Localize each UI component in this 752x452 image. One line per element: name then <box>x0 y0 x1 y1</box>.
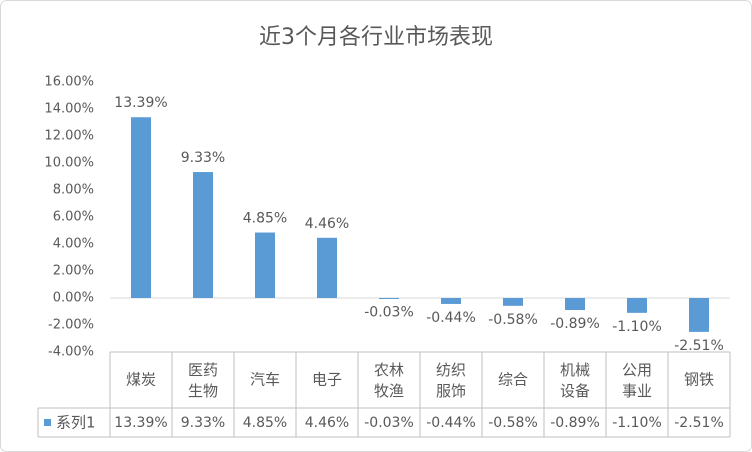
data-label: -0.89% <box>550 316 600 332</box>
category-label: 综合 <box>498 371 528 389</box>
data-label: 4.85% <box>243 211 287 227</box>
bar <box>317 237 337 298</box>
category-label: 公用事业 <box>622 361 652 400</box>
table-value: -0.58% <box>488 415 538 431</box>
table-value: -1.10% <box>612 415 662 431</box>
data-label: 9.33% <box>181 150 225 166</box>
category-label: 汽车 <box>250 371 280 389</box>
data-label: -1.10% <box>612 319 662 335</box>
table-value: -0.89% <box>550 415 600 431</box>
y-tick-label: 14.00% <box>44 102 94 117</box>
bar <box>627 298 647 313</box>
bar <box>255 232 275 298</box>
y-tick-label: 10.00% <box>44 156 94 171</box>
bar <box>565 298 585 311</box>
y-tick-label: 16.00% <box>44 75 94 90</box>
table-value: 9.33% <box>181 415 225 431</box>
bar <box>379 298 399 299</box>
table-value: 4.85% <box>243 415 287 431</box>
category-label: 钢铁 <box>684 371 714 389</box>
legend-key <box>44 419 51 426</box>
y-tick-label: 2.00% <box>53 264 94 279</box>
data-label: -0.58% <box>488 312 538 328</box>
data-label: -0.44% <box>426 310 476 326</box>
chart-title: 近3个月各行业市场表现 <box>259 25 493 50</box>
data-label: -2.51% <box>674 338 724 354</box>
table-value: -2.51% <box>674 415 724 431</box>
data-label: 13.39% <box>114 95 167 111</box>
bar <box>441 298 461 304</box>
table-value: 13.39% <box>114 415 167 431</box>
y-tick-label: 0.00% <box>53 291 94 306</box>
bar <box>131 117 151 298</box>
bar <box>193 172 213 298</box>
y-tick-label: 4.00% <box>53 237 94 252</box>
y-tick-label: 6.00% <box>53 210 94 225</box>
category-label: 农林牧渔 <box>374 361 404 400</box>
bar <box>689 298 709 332</box>
y-tick-label: -2.00% <box>48 318 94 333</box>
category-label: 医药生物 <box>188 361 218 400</box>
data-label: 4.46% <box>305 216 349 232</box>
category-label: 机械设备 <box>560 361 590 400</box>
data-label: -0.03% <box>364 304 414 320</box>
y-tick-label: 8.00% <box>53 183 94 198</box>
legend-label: 系列1 <box>56 414 96 432</box>
table-value: -0.44% <box>426 415 476 431</box>
category-label: 电子 <box>312 371 342 389</box>
category-label: 煤炭 <box>126 371 156 389</box>
category-label: 纺织服饰 <box>436 361 466 400</box>
table-value: -0.03% <box>364 415 414 431</box>
y-tick-label: -4.00% <box>48 345 94 360</box>
bar <box>503 298 523 306</box>
table-value: 4.46% <box>305 415 349 431</box>
y-tick-label: 12.00% <box>44 129 94 144</box>
